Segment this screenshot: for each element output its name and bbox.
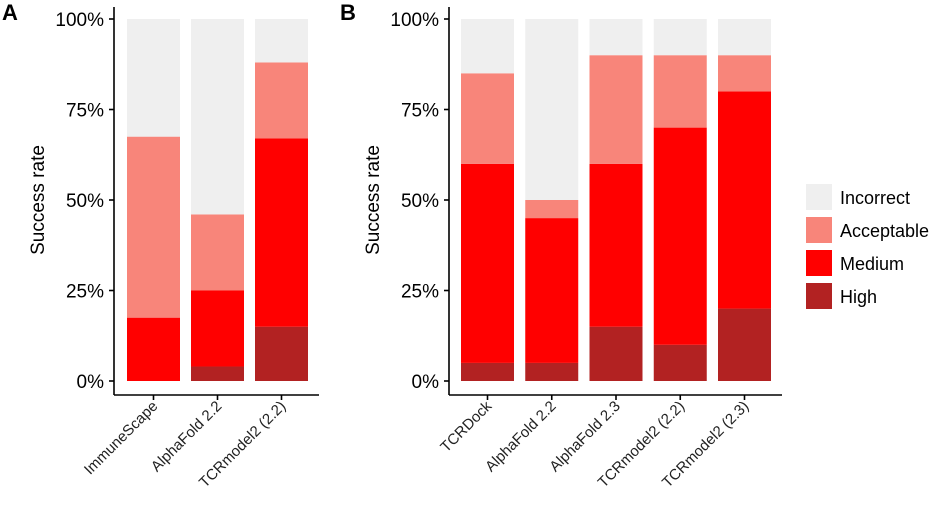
x-tick-label-immunescape: ImmuneScape xyxy=(81,398,161,478)
panel-b-y-tick-label: 25% xyxy=(401,282,439,303)
bar-segment-incorrect-tcrdock xyxy=(461,19,514,74)
bar-segment-acceptable-alphafold-2-2 xyxy=(191,214,244,291)
legend-swatch-medium xyxy=(806,250,832,276)
bar-segment-medium-immunescape xyxy=(127,317,180,381)
bar-segment-high-tcrdock xyxy=(461,362,514,381)
bar-segment-acceptable-tcrmodel2-2-3 xyxy=(718,55,771,92)
bar-segment-medium-tcrmodel2-2-3 xyxy=(718,91,771,309)
bar-segment-incorrect-tcrmodel2-2-3 xyxy=(718,19,771,56)
bar-segment-acceptable-tcrmodel2-2-2 xyxy=(653,55,707,128)
legend-swatch-incorrect xyxy=(806,184,832,210)
bar-segment-incorrect-tcrmodel2-2-2 xyxy=(653,19,707,56)
bar-segment-high-tcrmodel2-2-3 xyxy=(718,308,771,381)
panel-a-y-tick-label: 0% xyxy=(77,372,105,393)
bar-segment-incorrect-immunescape xyxy=(127,19,180,137)
x-tick-label-tcrdock: TCRDock xyxy=(437,397,495,455)
bar-segment-high-alphafold-2-2 xyxy=(191,366,244,381)
panel-a-bars xyxy=(127,19,308,381)
panel-b-bars xyxy=(461,19,771,381)
panel-b-y-tick-label: 100% xyxy=(390,10,439,31)
panel-a: A Success rate 0% 25% 50% 75% 100% ImmuneSca… xyxy=(2,0,319,491)
bar-segment-medium-alphafold-2-2 xyxy=(525,218,579,363)
bar-segment-acceptable-tcrdock xyxy=(461,73,514,164)
legend-swatch-acceptable xyxy=(806,217,832,243)
panel-b: B Success rate 0% 25% 50% 75% 100% TCRDockAl… xyxy=(340,0,782,491)
legend-swatch-high xyxy=(806,283,832,309)
bar-segment-medium-alphafold-2-2 xyxy=(191,290,244,367)
panel-b-y-ticks: 0% 25% 50% 75% 100% xyxy=(390,10,449,393)
bar-segment-medium-tcrdock xyxy=(461,163,514,363)
legend-label-medium: Medium xyxy=(840,254,904,274)
panel-a-label: A xyxy=(2,0,18,25)
bar-segment-high-alphafold-2-3 xyxy=(589,326,643,381)
panel-a-y-axis-title: Success rate xyxy=(28,145,49,255)
bar-segment-high-tcrmodel2-2-2 xyxy=(255,326,308,381)
bar-segment-high-tcrmodel2-2-2 xyxy=(653,344,707,381)
bar-segment-high-alphafold-2-2 xyxy=(525,362,579,381)
bar-segment-incorrect-alphafold-2-3 xyxy=(589,19,643,56)
panel-a-y-tick-label: 100% xyxy=(55,10,104,31)
panel-a-y-tick-label: 25% xyxy=(66,282,104,303)
bar-segment-incorrect-alphafold-2-2 xyxy=(191,19,244,215)
panel-a-y-tick-label: 50% xyxy=(66,191,104,212)
panel-b-y-tick-label: 50% xyxy=(401,191,439,212)
bar-segment-acceptable-immunescape xyxy=(127,136,180,318)
bar-segment-medium-tcrmodel2-2-2 xyxy=(255,138,308,327)
bar-segment-medium-tcrmodel2-2-2 xyxy=(653,127,707,345)
legend-label-incorrect: Incorrect xyxy=(840,188,910,208)
panel-a-y-ticks: 0% 25% 50% 75% 100% xyxy=(55,10,114,393)
panel-b-y-tick-label: 0% xyxy=(412,372,440,393)
panel-b-y-tick-label: 75% xyxy=(401,101,439,122)
panel-a-y-tick-label: 75% xyxy=(66,101,104,122)
bar-segment-medium-alphafold-2-3 xyxy=(589,163,643,327)
bar-segment-incorrect-tcrmodel2-2-2 xyxy=(255,19,308,63)
legend: Incorrect Acceptable Medium High xyxy=(806,184,929,309)
legend-label-acceptable: Acceptable xyxy=(840,221,929,241)
panel-b-label: B xyxy=(340,0,356,25)
bar-segment-acceptable-tcrmodel2-2-2 xyxy=(255,62,308,139)
bar-segment-acceptable-alphafold-2-2 xyxy=(525,200,579,219)
legend-label-high: High xyxy=(840,287,877,307)
bar-segment-incorrect-alphafold-2-2 xyxy=(525,19,579,200)
bar-segment-acceptable-alphafold-2-3 xyxy=(589,55,643,164)
panel-b-y-axis-title: Success rate xyxy=(363,145,384,255)
